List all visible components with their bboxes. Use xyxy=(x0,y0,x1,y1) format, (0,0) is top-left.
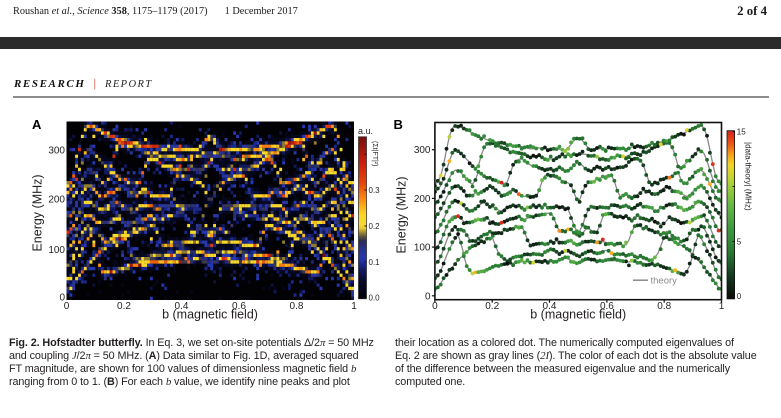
svg-text:b (magnetic field): b (magnetic field) xyxy=(162,308,258,322)
svg-text:0.2: 0.2 xyxy=(369,222,381,231)
svg-text:|data-theory| (MHz): |data-theory| (MHz) xyxy=(744,142,753,211)
svg-text:200: 200 xyxy=(48,194,65,205)
svg-text:0.6: 0.6 xyxy=(232,301,246,312)
svg-text:Energy (MHz): Energy (MHz) xyxy=(395,176,409,253)
svg-text:0: 0 xyxy=(737,292,742,301)
svg-text:300: 300 xyxy=(414,145,431,156)
svg-text:0: 0 xyxy=(425,291,431,302)
svg-text:5: 5 xyxy=(737,237,742,246)
svg-text:A: A xyxy=(32,117,42,132)
svg-text:100: 100 xyxy=(48,245,65,256)
svg-text:0.0: 0.0 xyxy=(369,294,381,303)
svg-text:0: 0 xyxy=(59,292,65,303)
svg-text:0.8: 0.8 xyxy=(657,301,671,312)
svg-text:0.8: 0.8 xyxy=(290,301,304,312)
svg-text:1: 1 xyxy=(719,301,725,312)
svg-text:0.2: 0.2 xyxy=(485,301,499,312)
svg-text:B: B xyxy=(394,117,403,132)
svg-text:200: 200 xyxy=(414,194,431,205)
svg-text:1: 1 xyxy=(351,301,357,312)
svg-text:0.3: 0.3 xyxy=(369,186,381,195)
svg-text:15: 15 xyxy=(737,127,746,136)
svg-text:0: 0 xyxy=(64,301,70,312)
svg-text:300: 300 xyxy=(48,146,65,157)
svg-text:Energy (MHz): Energy (MHz) xyxy=(31,174,45,251)
svg-text:0.1: 0.1 xyxy=(369,258,381,267)
svg-text:theory: theory xyxy=(651,276,678,287)
svg-text:0.4: 0.4 xyxy=(543,301,557,312)
svg-text:(Σt|FT|²): (Σt|FT|²) xyxy=(371,141,378,166)
svg-text:b (magnetic field): b (magnetic field) xyxy=(530,308,626,322)
svg-text:0: 0 xyxy=(432,301,438,312)
svg-text:0.6: 0.6 xyxy=(600,301,614,312)
svg-text:0.4: 0.4 xyxy=(175,301,189,312)
svg-text:0.2: 0.2 xyxy=(117,301,131,312)
svg-text:a.u.: a.u. xyxy=(358,126,373,136)
svg-text:100: 100 xyxy=(414,243,431,254)
